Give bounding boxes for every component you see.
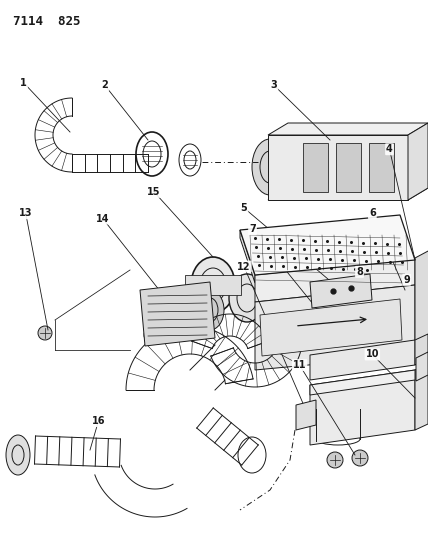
Text: 3: 3 (270, 80, 277, 90)
Text: 16: 16 (92, 416, 105, 426)
Ellipse shape (38, 326, 52, 340)
Ellipse shape (252, 139, 288, 195)
Polygon shape (255, 258, 415, 302)
Text: 4: 4 (386, 144, 393, 154)
Ellipse shape (359, 133, 373, 143)
Polygon shape (255, 285, 415, 370)
Text: 15: 15 (147, 187, 161, 197)
Polygon shape (140, 282, 215, 346)
Ellipse shape (352, 450, 368, 466)
Ellipse shape (327, 452, 343, 468)
Polygon shape (310, 340, 415, 380)
Polygon shape (303, 143, 328, 192)
Ellipse shape (191, 257, 235, 313)
Text: 12: 12 (237, 262, 251, 271)
Text: 9: 9 (403, 275, 410, 285)
Ellipse shape (333, 133, 347, 143)
Text: 13: 13 (19, 208, 33, 218)
Polygon shape (185, 275, 241, 295)
Polygon shape (260, 299, 402, 356)
Polygon shape (408, 123, 428, 200)
Ellipse shape (6, 435, 30, 475)
Polygon shape (415, 250, 428, 355)
Text: 8: 8 (356, 267, 363, 277)
Text: 7114  825: 7114 825 (13, 15, 80, 28)
Polygon shape (369, 143, 394, 192)
Polygon shape (268, 135, 408, 200)
Ellipse shape (307, 133, 321, 143)
Text: 10: 10 (366, 350, 379, 359)
Ellipse shape (281, 133, 295, 143)
Polygon shape (310, 370, 415, 395)
Text: 11: 11 (293, 360, 306, 370)
Ellipse shape (144, 327, 160, 343)
Polygon shape (336, 143, 361, 192)
Ellipse shape (316, 397, 360, 433)
Polygon shape (415, 334, 428, 365)
Text: 2: 2 (101, 80, 108, 90)
Text: 5: 5 (241, 203, 247, 213)
Polygon shape (310, 370, 415, 445)
Polygon shape (268, 123, 428, 135)
Polygon shape (416, 352, 428, 381)
Text: 14: 14 (96, 214, 110, 223)
Text: 1: 1 (20, 78, 27, 87)
Ellipse shape (196, 290, 224, 330)
Polygon shape (296, 400, 316, 430)
Ellipse shape (229, 274, 265, 322)
Text: 7: 7 (249, 224, 256, 234)
Ellipse shape (385, 133, 399, 143)
Polygon shape (415, 362, 428, 430)
Polygon shape (240, 215, 415, 275)
Text: 6: 6 (369, 208, 376, 218)
Polygon shape (240, 230, 255, 283)
Polygon shape (268, 188, 428, 200)
Polygon shape (310, 274, 372, 308)
